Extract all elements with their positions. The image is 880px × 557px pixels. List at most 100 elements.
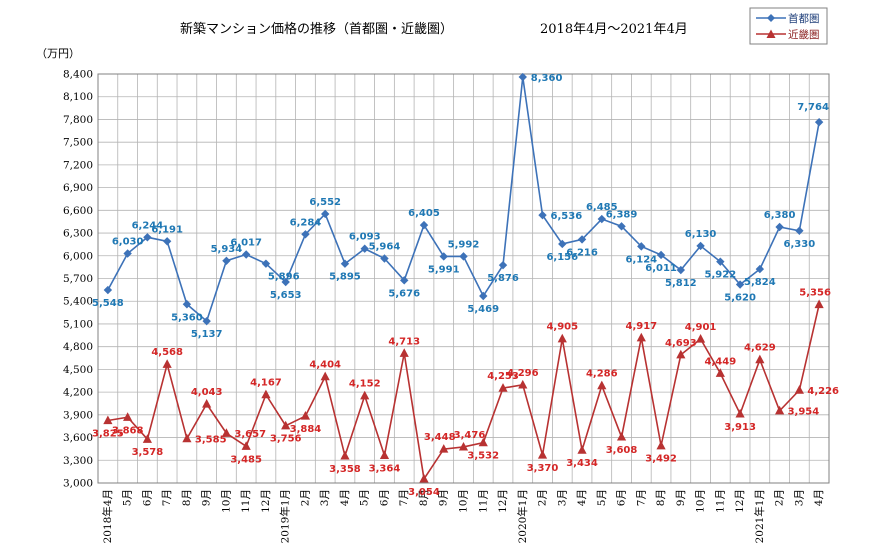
legend-box [749, 7, 828, 45]
y-tick-label: 5,700 [63, 273, 93, 285]
y-tick-label: 3,300 [63, 455, 93, 467]
data-label: 5,895 [329, 272, 361, 283]
data-label: 4,167 [250, 378, 282, 389]
data-label: 3,054 [408, 487, 440, 498]
x-tick-label: 2018年4月 [101, 489, 114, 543]
y-tick-label: 3,000 [63, 478, 93, 490]
data-point [320, 371, 330, 381]
y-tick-label: 4,500 [63, 364, 93, 376]
y-tick-label: 5,400 [63, 296, 93, 308]
data-point [716, 257, 725, 266]
data-label: 6,156 [546, 252, 578, 263]
data-label: 5,876 [487, 273, 519, 284]
x-tick-label: 11月 [477, 489, 489, 513]
y-tick-label: 8,100 [63, 91, 93, 103]
x-tick-label: 11月 [240, 489, 252, 513]
x-tick-label: 2月 [537, 489, 549, 506]
data-point [202, 399, 212, 408]
data-label: 5,676 [388, 288, 420, 299]
data-label: 3,364 [369, 463, 401, 474]
y-tick-label: 3,600 [63, 432, 93, 444]
data-point [379, 450, 390, 460]
x-tick-label: 12月 [497, 489, 509, 513]
y-tick-label: 7,500 [63, 137, 93, 149]
data-point [498, 383, 508, 392]
x-tick-label: 12月 [734, 489, 746, 513]
data-label: 6,017 [230, 237, 262, 248]
legend: 首都圏 近畿圏 [749, 7, 828, 45]
x-tick-label: 11月 [714, 489, 726, 513]
x-tick-label: 9月 [201, 489, 213, 506]
data-label: 6,191 [151, 224, 183, 235]
data-point [479, 291, 488, 301]
y-tick-label: 6,600 [63, 205, 93, 217]
chart-period: 2018年4月～2021年4月 [540, 22, 688, 37]
x-tick-label: 8月 [655, 489, 667, 506]
data-label: 5,964 [369, 242, 401, 253]
data-point [478, 437, 488, 447]
y-tick-label: 7,200 [63, 159, 93, 171]
data-label: 5,812 [665, 278, 697, 289]
x-tick-label: 10月 [695, 489, 707, 513]
data-label: 4,226 [807, 386, 839, 397]
x-tick-label: 3月 [556, 489, 568, 506]
data-label: 4,286 [586, 369, 618, 380]
x-tick-label: 8月 [418, 489, 430, 506]
data-point [558, 239, 567, 249]
x-tick-label: 6月 [141, 489, 153, 506]
data-point [735, 280, 745, 289]
data-label: 6,389 [606, 209, 638, 220]
data-label: 4,905 [546, 322, 578, 333]
data-point [142, 434, 152, 443]
data-label: 3,868 [112, 425, 144, 436]
data-point [459, 252, 468, 261]
x-tick-label: 9月 [438, 489, 450, 506]
data-point [222, 256, 231, 265]
data-point [321, 209, 330, 219]
data-label: 5,991 [428, 264, 460, 275]
data-label: 4,901 [685, 322, 717, 333]
x-tick-label: 5月 [359, 489, 371, 506]
data-label: 4,568 [151, 347, 183, 358]
data-point [261, 259, 271, 268]
data-point [419, 473, 429, 483]
data-label: 3,756 [270, 434, 302, 445]
data-label: 5,360 [171, 312, 203, 323]
data-label: 3,485 [230, 454, 262, 465]
data-point [419, 220, 429, 230]
data-point [637, 242, 646, 251]
y-tick-label: 7,800 [63, 114, 93, 126]
data-point [162, 237, 172, 246]
legend-marker-series-1 [767, 14, 775, 22]
data-label: 6,284 [290, 217, 322, 228]
data-point [182, 433, 192, 443]
data-point [755, 354, 765, 364]
data-label: 4,693 [665, 338, 697, 349]
data-label: 4,713 [388, 336, 420, 347]
data-point [221, 428, 232, 437]
data-point [202, 316, 211, 326]
legend-marker-series-2 [766, 29, 776, 38]
data-point [340, 259, 350, 268]
data-label: 6,130 [685, 229, 717, 240]
data-point [360, 244, 369, 253]
y-tick-label: 6,300 [63, 228, 93, 240]
data-label: 8,360 [531, 73, 563, 84]
y-tick-label: 6,900 [63, 182, 93, 194]
data-label: 6,552 [309, 197, 341, 208]
data-point [300, 411, 311, 420]
data-point [162, 359, 172, 368]
data-point [498, 260, 508, 270]
data-label: 3,434 [566, 458, 598, 469]
data-label: 5,548 [92, 298, 124, 309]
data-label: 3,370 [527, 463, 559, 474]
x-tick-label: 10月 [220, 489, 232, 513]
data-point [656, 250, 666, 260]
data-point [439, 252, 448, 261]
data-point [360, 390, 370, 400]
data-point [537, 449, 548, 459]
x-tick-label: 7月 [161, 489, 173, 506]
